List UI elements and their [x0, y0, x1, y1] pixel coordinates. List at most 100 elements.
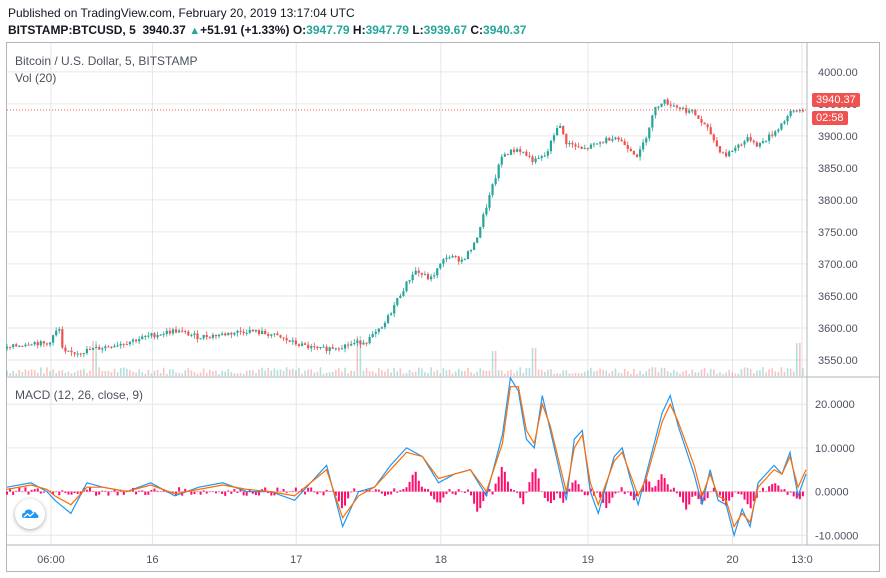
macd-histogram-bar [347, 491, 350, 499]
macd-histogram-bar [470, 491, 473, 496]
macd-histogram-bar [740, 491, 743, 495]
macd-histogram-bar [279, 491, 282, 493]
volume-bar [657, 371, 660, 376]
volume-bar [233, 373, 236, 376]
tradingview-cloud-icon [22, 509, 39, 518]
candle-body [8, 346, 12, 348]
macd-histogram-bar [328, 490, 331, 492]
volume-bar [590, 367, 592, 376]
volume-bar [777, 371, 780, 376]
macd-histogram-bar [497, 476, 500, 492]
volume-bar [522, 372, 525, 376]
macd-histogram-bar [73, 491, 76, 494]
candle-body [254, 330, 258, 332]
volume-bar [740, 369, 743, 376]
candle-body [663, 99, 666, 104]
macd-histogram-bar [205, 491, 208, 494]
macd-histogram-bar [553, 491, 556, 501]
candle-body [242, 331, 245, 333]
candle-body [402, 291, 405, 296]
volume-bar [645, 370, 647, 376]
volume-bar [209, 369, 211, 376]
volume-bar [46, 367, 48, 376]
candle-body [153, 333, 156, 338]
candle-body [433, 275, 436, 277]
volume-bar [722, 373, 724, 376]
candle-body [36, 342, 39, 346]
volume-bar [371, 371, 374, 376]
macd-histogram-bar [617, 491, 620, 493]
candle-body [789, 110, 792, 117]
macd-histogram-bar [697, 491, 700, 500]
volume-bar [473, 373, 475, 376]
volume-bar [802, 368, 804, 376]
candle-body [55, 330, 58, 336]
macd-histogram-bar [52, 491, 55, 495]
candle-body [731, 151, 734, 153]
candle-body [131, 339, 135, 342]
macd-histogram-bar [144, 491, 147, 496]
candle-body [623, 141, 626, 146]
macd-histogram-bar [537, 478, 540, 492]
last-price-badge: 3940.37 [812, 93, 860, 107]
volume-bar [236, 373, 239, 376]
candle-body [780, 123, 783, 130]
candle-body [251, 329, 254, 332]
macd-histogram-bar [193, 491, 196, 495]
macd-histogram-bar [448, 489, 451, 492]
candle-body [264, 330, 267, 334]
candle-body [248, 329, 251, 333]
macd-histogram-bar [340, 491, 343, 509]
macd-histogram-bar [380, 491, 383, 494]
candle-body [73, 352, 76, 354]
volume-bar [267, 367, 270, 376]
macd-histogram-bar [457, 489, 460, 492]
candle-body [473, 242, 476, 250]
price-tick-label-3: 3850.00 [818, 163, 858, 175]
volume-bar [92, 341, 94, 376]
candle-body [362, 342, 365, 345]
volume-bar [52, 369, 54, 376]
open-value: 3947.79 [306, 23, 350, 37]
price-change: +51.91 (+1.33%) [200, 23, 290, 37]
candle-body [91, 348, 95, 350]
macd-histogram-bar [568, 488, 571, 492]
volume-bar [144, 373, 147, 376]
macd-histogram-bar [666, 484, 669, 492]
candle-body [282, 337, 285, 339]
volume-bar [599, 368, 601, 376]
candle-body [101, 348, 104, 350]
candle-body [608, 137, 611, 141]
candle-body [774, 131, 777, 136]
candle-body [64, 347, 67, 352]
volume-bar [64, 372, 67, 376]
macd-histogram-bar [135, 491, 138, 495]
candle-body [678, 107, 682, 109]
candle-body [79, 353, 82, 355]
candle-body [528, 155, 531, 157]
volume-bar [795, 343, 798, 376]
volume-bar [291, 368, 294, 376]
tradingview-logo[interactable] [15, 499, 45, 529]
macd-histogram-bar [632, 491, 635, 501]
candle-body [177, 330, 181, 333]
macd-histogram-bar [254, 491, 257, 496]
candle-body [651, 115, 654, 128]
macd-histogram-bar [565, 491, 568, 495]
candle-body [141, 336, 144, 340]
volume-bar [574, 372, 577, 376]
volume-bar [175, 372, 177, 376]
volume-bar [519, 367, 522, 376]
macd-histogram-bar [104, 490, 107, 492]
volume-bar [282, 370, 285, 376]
volume-bar [725, 372, 727, 376]
macd-histogram-bar [307, 487, 310, 492]
volume-bar [67, 371, 70, 376]
volume-bar [559, 373, 561, 376]
macd-histogram-bar [36, 488, 39, 492]
macd-histogram-bar [559, 491, 562, 499]
candle-body [181, 330, 184, 332]
candle-body [506, 154, 510, 156]
volume-bar [276, 370, 279, 376]
